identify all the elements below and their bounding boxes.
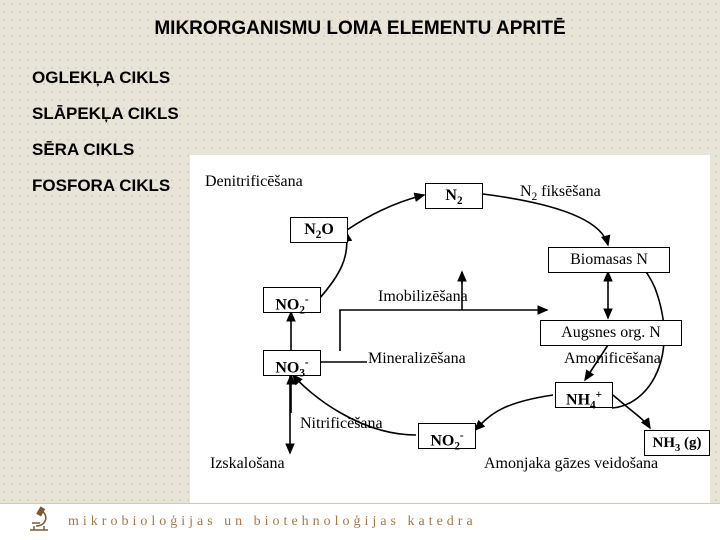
page-title: MIKRORGANISMU LOMA ELEMENTU APRITĒ [0, 0, 720, 40]
sidebar-item-phosphorus: FOSFORA CIKLS [32, 176, 179, 196]
node-nh4: NH4+ [555, 382, 613, 408]
node-no2a: NO2- [263, 287, 321, 313]
label-amonjak: Amonjaka gāzes veidošana [484, 455, 658, 473]
node-n2: N2 [425, 183, 483, 209]
sidebar-item-nitrogen: SLĀPEKĻA CIKLS [32, 104, 179, 124]
sidebar-item-sulfur: SĒRA CIKLS [32, 140, 179, 160]
label-amonif: Amonificēšana [564, 350, 661, 368]
nitrogen-cycle-diagram: N2 N2O NO2- NO3- Biomasas N Augsnes org. N NH4… [190, 155, 710, 505]
label-imobil: Imobilizēšana [378, 288, 468, 306]
node-biomasa: Biomasas N [548, 247, 670, 273]
footer-bar: Mikrobioloģijas un biotehnoloģijas kated… [0, 503, 720, 540]
footer-text: Mikrobioloģijas un biotehnoloģijas kated… [68, 514, 477, 530]
node-n2o: N2O [290, 217, 348, 243]
node-no2b: NO2- [418, 423, 476, 449]
node-augsnes: Augsnes org. N [540, 320, 682, 346]
label-n2fix: N2 fiksēšana [520, 183, 601, 203]
label-mineral: Mineralizēšana [368, 350, 466, 368]
cycle-list: OGLEKĻA CIKLS SLĀPEKĻA CIKLS SĒRA CIKLS … [32, 68, 179, 212]
label-denitr: Denitrificēšana [205, 173, 303, 191]
microscope-icon [24, 506, 54, 539]
node-nh3: NH3 (g) [644, 430, 710, 456]
label-izskal: Izskalošana [210, 455, 285, 473]
node-no3: NO3- [263, 350, 321, 376]
title-text: MIKRORGANISMU LOMA ELEMENTU APRITĒ [154, 18, 565, 39]
label-nitrif: Nitrificēšana [300, 415, 383, 433]
sidebar-item-carbon: OGLEKĻA CIKLS [32, 68, 179, 88]
